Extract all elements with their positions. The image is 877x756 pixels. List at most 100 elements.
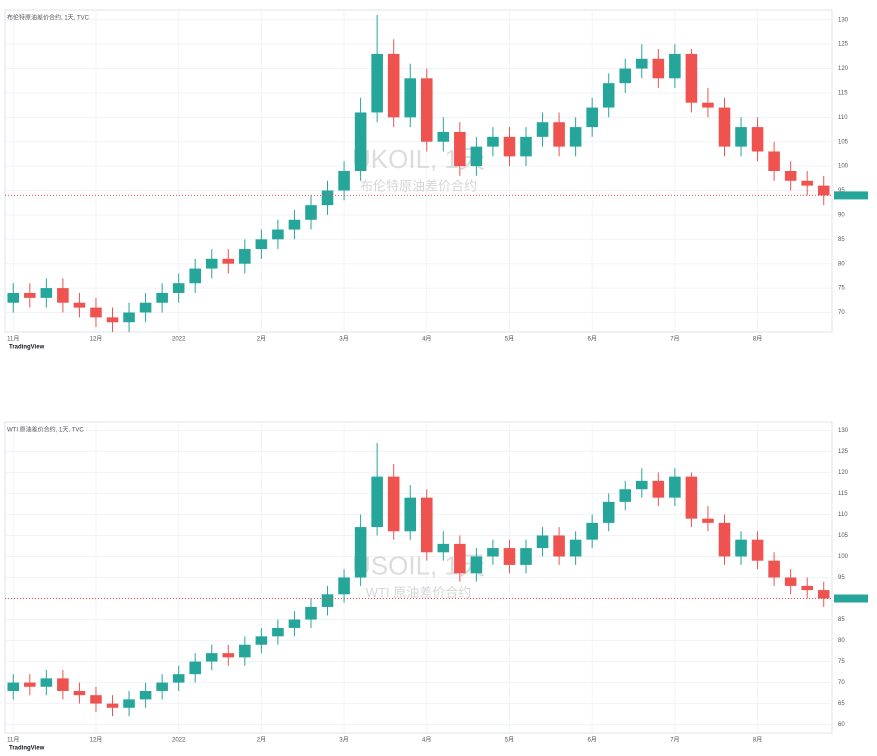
y-tick-label: 70 (838, 310, 845, 316)
candle-body (338, 171, 350, 191)
candle-body (751, 539, 764, 561)
candle-body (321, 594, 334, 607)
candle-body (536, 535, 549, 549)
y-tick-label: 105 (838, 139, 849, 145)
candle-body (470, 556, 483, 574)
x-tick-label: 12月 (90, 336, 103, 343)
candle-body (404, 78, 417, 118)
x-tick-label: 6月 (587, 737, 596, 744)
candle-body (222, 653, 235, 658)
candle-body (90, 307, 102, 318)
x-tick-label: 4月 (422, 737, 431, 744)
y-tick-label: 70 (838, 680, 845, 686)
y-tick-label: 65 (838, 701, 845, 707)
x-tick-label: 5月 (505, 737, 514, 744)
candle-body (553, 535, 565, 557)
candle-body (139, 690, 152, 700)
y-tick-label: 110 (838, 115, 848, 121)
candle-body (189, 268, 201, 284)
y-tick-label: 115 (838, 91, 848, 97)
y-tick-label: 75 (838, 286, 845, 292)
candle-body (652, 58, 665, 79)
y-tick-label: 85 (838, 237, 845, 243)
candle-body (718, 107, 731, 147)
y-tick-label: 125 (838, 449, 849, 455)
chart-title: WTI 原油差价合约, 1天, TVC (7, 426, 84, 434)
candle-body (387, 476, 400, 532)
candle-body (404, 497, 417, 532)
last-price-tag (834, 191, 868, 200)
candle-body (636, 480, 648, 490)
candle-body (73, 302, 86, 308)
candle-body (602, 83, 615, 108)
candle-body (569, 127, 582, 147)
candle-body (123, 699, 135, 708)
candle-body (73, 690, 86, 696)
candle-body (272, 229, 284, 240)
y-tick-label: 130 (838, 428, 849, 434)
candle-body (669, 53, 681, 79)
x-tick-label: 4月 (422, 336, 431, 343)
candle-body (669, 476, 681, 498)
candle-body (586, 107, 598, 128)
candle-body (156, 292, 168, 303)
y-tick-label: 115 (838, 491, 848, 497)
candle-body (7, 682, 20, 691)
candle-body (106, 317, 119, 323)
candle-body (784, 171, 797, 181)
x-tick-label: 6月 (587, 336, 596, 343)
candle-body (106, 703, 119, 708)
watermark-sub: WTI 原油差价合约 (366, 585, 471, 600)
candle-body (57, 678, 69, 691)
candle-body (24, 292, 36, 298)
candle-body (40, 288, 53, 298)
candle-body (454, 131, 466, 167)
candle-body (139, 302, 152, 313)
candle-body (503, 548, 516, 565)
candle-body (420, 497, 433, 553)
x-tick-label: 7月 (670, 737, 679, 744)
y-tick-label: 95 (838, 575, 845, 581)
candle-body (437, 543, 450, 553)
candle-body (685, 53, 698, 103)
candle-body (7, 292, 20, 303)
y-tick-label: 85 (838, 617, 845, 623)
candle-body (172, 283, 185, 293)
y-tick-label: 95 (838, 188, 845, 194)
y-tick-label: 60 (838, 722, 845, 728)
y-tick-label: 130 (838, 17, 849, 23)
candle-body (321, 190, 334, 206)
candle-body (817, 590, 830, 599)
candle-body (817, 185, 830, 196)
candle-body (735, 127, 747, 147)
x-tick-label: 11月 (7, 737, 19, 744)
candle-body (420, 78, 433, 142)
candle-body (636, 58, 648, 69)
x-tick-label: 3月 (339, 336, 348, 343)
candle-body (768, 560, 780, 578)
candle-body (619, 68, 632, 84)
candle-body (354, 527, 367, 578)
x-tick-label: 2月 (257, 336, 266, 343)
candle-body (255, 636, 268, 645)
candle-body (503, 136, 516, 157)
candle-body (702, 102, 714, 108)
candle-body (24, 682, 36, 687)
candle-body (387, 53, 400, 118)
candle-body (338, 577, 350, 595)
candle-body (40, 678, 53, 687)
y-tick-label: 105 (838, 533, 849, 539)
candle-body (801, 585, 813, 591)
y-tick-label: 80 (838, 638, 845, 644)
candle-body (205, 653, 218, 662)
candle-body (90, 695, 102, 704)
x-tick-label: 12月 (90, 737, 103, 744)
candle-body (123, 312, 135, 323)
candle-body (751, 127, 764, 152)
y-tick-label: 120 (838, 470, 849, 476)
candle-body (718, 522, 731, 557)
candle-body (602, 501, 615, 523)
last-price-tag (834, 594, 868, 603)
candle-body (685, 476, 698, 519)
